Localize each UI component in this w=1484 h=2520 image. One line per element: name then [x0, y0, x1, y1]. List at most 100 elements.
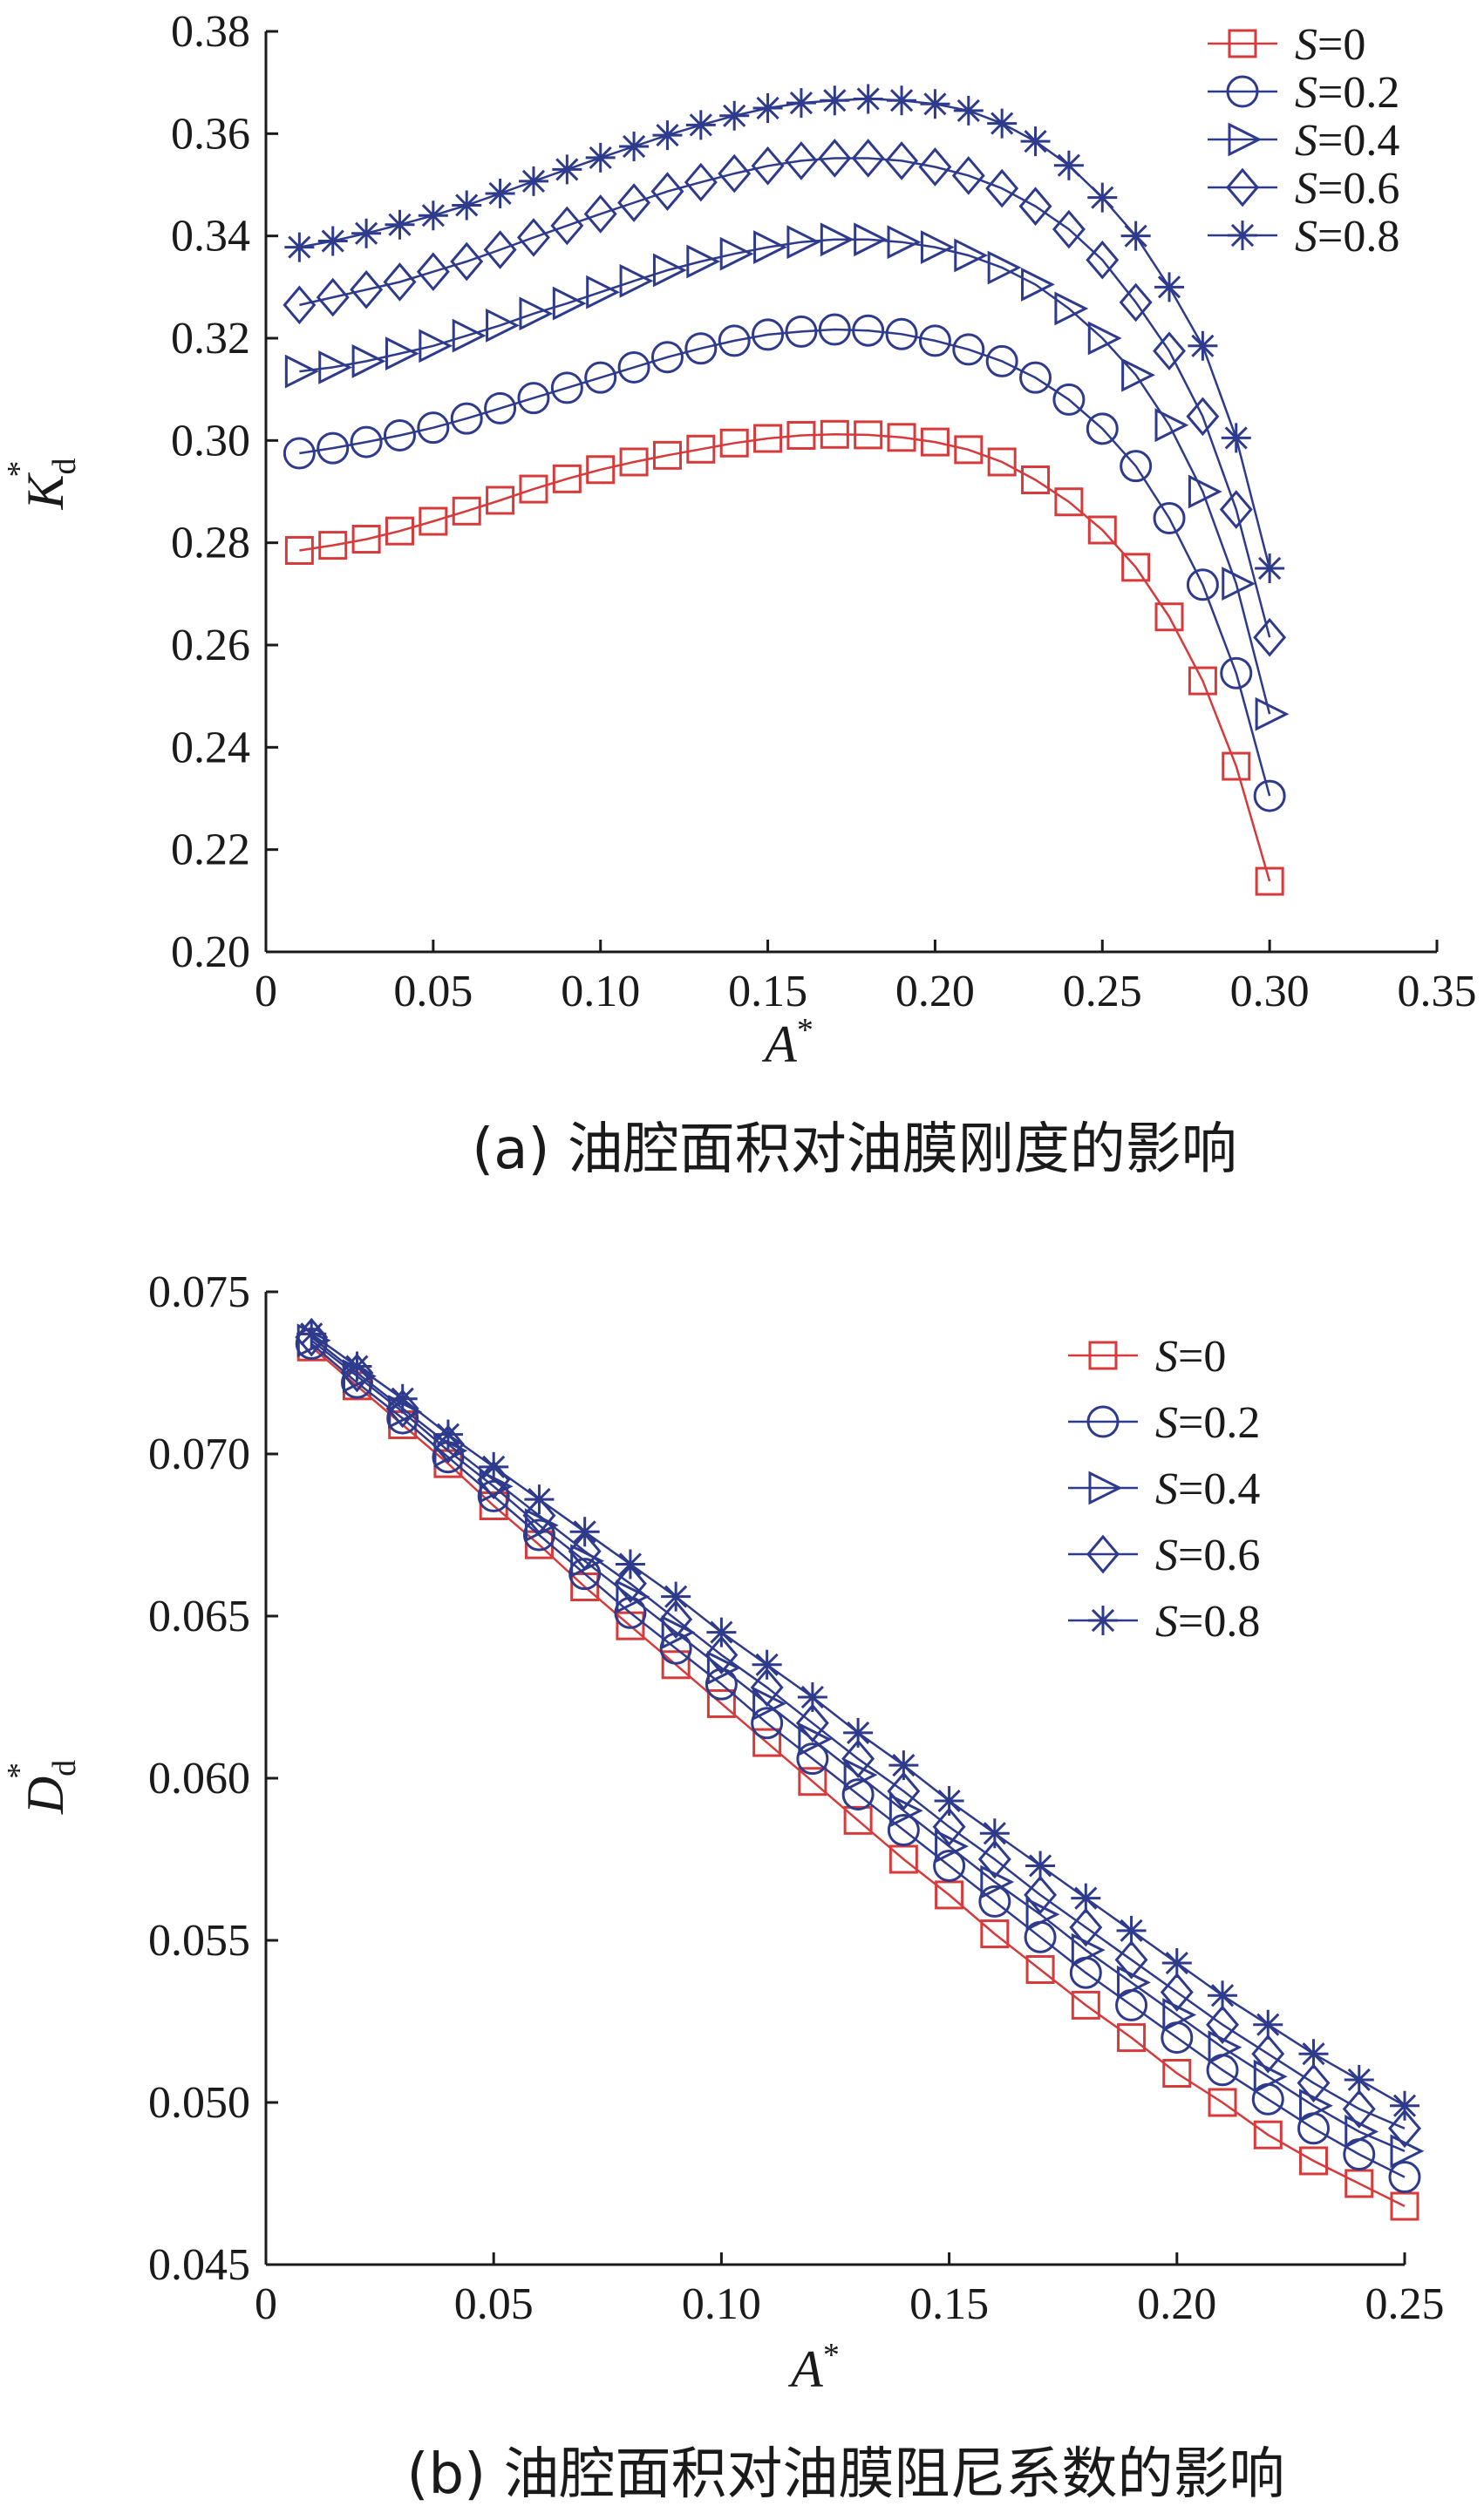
chart-a-caption: (a) 油腔面积对油膜刚度的影响 [472, 1117, 1237, 1182]
b-x-tick-label: 0 [255, 2279, 277, 2329]
b-data-point [843, 1757, 878, 1792]
a-data-point [652, 253, 687, 288]
b-data-point [1253, 2120, 1283, 2150]
a-legend-marker [1226, 167, 1259, 207]
b-x-tick-label: 0.10 [682, 2279, 761, 2329]
a-y-tick-label: 0.22 [171, 825, 250, 875]
a-data-point [417, 411, 450, 445]
chart-b-x-axis-label: A* [787, 2337, 840, 2398]
b-x-tick-label: 0.20 [1137, 2279, 1216, 2329]
b-data-point [431, 1424, 465, 1464]
a-data-point [852, 314, 885, 347]
a-data-point [985, 344, 1018, 377]
a-data-point [1019, 361, 1052, 394]
a-data-point [1220, 656, 1253, 689]
b-x-tick-label: 0.25 [1365, 2279, 1445, 2329]
a-x-tick-label: 0.35 [1398, 967, 1477, 1016]
a-series-1 [283, 313, 1286, 812]
b-legend-entry: S=0.6 [1068, 1531, 1260, 1580]
b-data-point [706, 1688, 736, 1718]
b-data-point [524, 1484, 555, 1515]
b-data-point [479, 1451, 509, 1482]
chart-b-x-ticks: 0 0.05 0.10 0.15 0.20 0.25 [255, 2252, 1445, 2329]
a-data-point [753, 230, 787, 265]
a-data-point [1018, 187, 1052, 226]
a-data-point [1121, 357, 1156, 392]
b-data-point [295, 1317, 329, 1357]
b-data-point [705, 1635, 739, 1674]
a-y-tick-label: 0.32 [171, 314, 250, 363]
b-data-point [568, 1532, 602, 1571]
a-data-point [619, 132, 650, 161]
a-data-point [1119, 282, 1153, 323]
a-data-point [1087, 182, 1118, 213]
a-data-point [452, 496, 481, 526]
b-data-point [706, 1651, 741, 1685]
a-data-point [1154, 272, 1185, 302]
b-data-point [1025, 1897, 1060, 1932]
b-legend-marker [1088, 1341, 1118, 1370]
a-data-point [1053, 150, 1084, 180]
a-data-point [385, 516, 414, 546]
b-legend-marker [1088, 1471, 1123, 1505]
b-x-tick-label: 0.15 [909, 2279, 989, 2329]
a-data-point [452, 318, 487, 353]
a-data-point [650, 341, 684, 374]
a-data-point [1253, 779, 1286, 812]
b-legend-label: S=0.6 [1155, 1531, 1260, 1580]
a-data-point [685, 110, 716, 140]
b-series-3 [295, 1317, 1421, 2149]
a-data-point [452, 190, 482, 221]
a-data-point [1087, 321, 1122, 356]
a-y-tick-label: 0.20 [171, 927, 250, 977]
a-data-point [820, 85, 850, 116]
b-data-point [980, 1919, 1010, 1949]
a-y-tick-label: 0.24 [171, 723, 250, 772]
b-data-point [661, 1650, 691, 1680]
b-data-point [1208, 2088, 1237, 2117]
a-data-point [1221, 423, 1251, 453]
b-legend-marker [1086, 1534, 1120, 1574]
a-data-point [885, 317, 918, 350]
b-data-point [978, 1885, 1011, 1918]
a-data-point [419, 329, 453, 363]
b-y-tick-label: 0.045 [148, 2240, 250, 2290]
a-legend-marker [1228, 122, 1263, 157]
chart-b-legend: S=0 S=0.2 S=0.4 S=0.6 S=0.8 [1068, 1332, 1260, 1647]
b-series-line [310, 1346, 1406, 2208]
b-data-point [1344, 2064, 1374, 2095]
b-data-point [1298, 2039, 1329, 2069]
a-data-point [719, 428, 749, 458]
b-legend-label: S=0.4 [1155, 1464, 1260, 1514]
a-data-point [785, 315, 818, 348]
b-data-point [935, 1829, 969, 1864]
a-data-point [920, 230, 955, 265]
b-data-point [661, 1615, 696, 1650]
chart-b-caption: (b) 油腔面积对油膜阻尼系数的影响 [407, 2442, 1285, 2507]
a-data-point [486, 486, 515, 515]
a-data-point [419, 506, 448, 536]
a-data-point [854, 222, 888, 257]
b-data-point [796, 1742, 829, 1776]
b-series-4 [296, 1319, 1419, 2121]
a-data-point [351, 218, 382, 248]
b-data-point [342, 1351, 372, 1382]
a-legend-entry: S=0.2 [1208, 68, 1399, 118]
a-data-point [887, 225, 922, 260]
b-data-point [615, 1549, 645, 1579]
a-data-point [552, 286, 587, 321]
a-series-3 [283, 139, 1287, 657]
a-data-point [818, 139, 852, 178]
a-data-point [552, 464, 582, 493]
b-y-tick-label: 0.060 [148, 1754, 250, 1803]
a-data-point [820, 222, 854, 257]
a-data-point [1153, 331, 1186, 370]
b-data-point [1208, 1980, 1238, 2011]
a-data-point [718, 324, 751, 357]
b-data-point [706, 1617, 737, 1647]
a-data-point [483, 230, 517, 269]
a-data-point [1188, 474, 1222, 509]
a-data-point [752, 318, 785, 351]
a-data-point [284, 535, 314, 565]
a-data-point [383, 262, 417, 302]
